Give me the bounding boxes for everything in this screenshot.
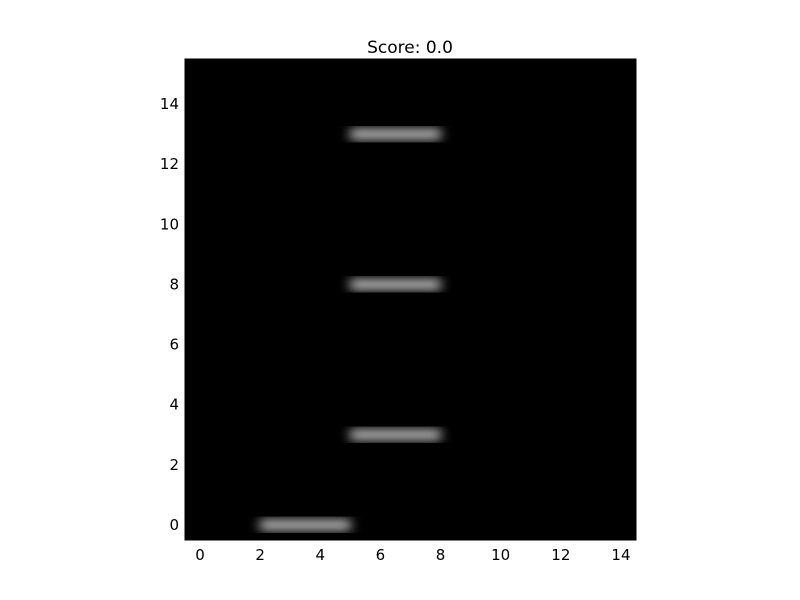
x-tick-label: 8	[436, 546, 446, 564]
blocks-layer	[259, 130, 442, 529]
platform-3-core	[349, 130, 442, 139]
platform-2	[349, 280, 442, 289]
score-title: Score: 0.0	[367, 38, 453, 58]
platform-2-core	[349, 280, 442, 289]
platform-3	[349, 130, 442, 139]
y-tick-label: 12	[160, 155, 179, 173]
x-tick-label: 10	[491, 546, 510, 564]
x-tick-label: 4	[316, 546, 326, 564]
player-paddle-core	[259, 520, 352, 529]
x-tick-label: 6	[376, 546, 386, 564]
game-board	[185, 59, 636, 540]
y-tick-label: 14	[160, 95, 179, 113]
platform-1	[349, 430, 442, 439]
y-tick-label: 2	[169, 456, 179, 474]
y-tick-label: 0	[169, 516, 179, 534]
x-tick-label: 12	[551, 546, 570, 564]
x-tick-label: 2	[255, 546, 265, 564]
x-tick-label: 14	[611, 546, 630, 564]
ticks-layer: 0 2 4 6 8 10 12 14 0 2 4 6 8 10 12 14	[160, 59, 636, 564]
x-tick-label: 0	[195, 546, 205, 564]
y-tick-label: 8	[169, 275, 179, 293]
platform-1-core	[349, 430, 442, 439]
player-paddle	[259, 520, 352, 529]
plot-frame	[184, 58, 637, 541]
y-tick-label: 6	[169, 336, 179, 354]
y-tick-label: 10	[160, 215, 179, 233]
y-tick-label: 4	[169, 396, 179, 414]
